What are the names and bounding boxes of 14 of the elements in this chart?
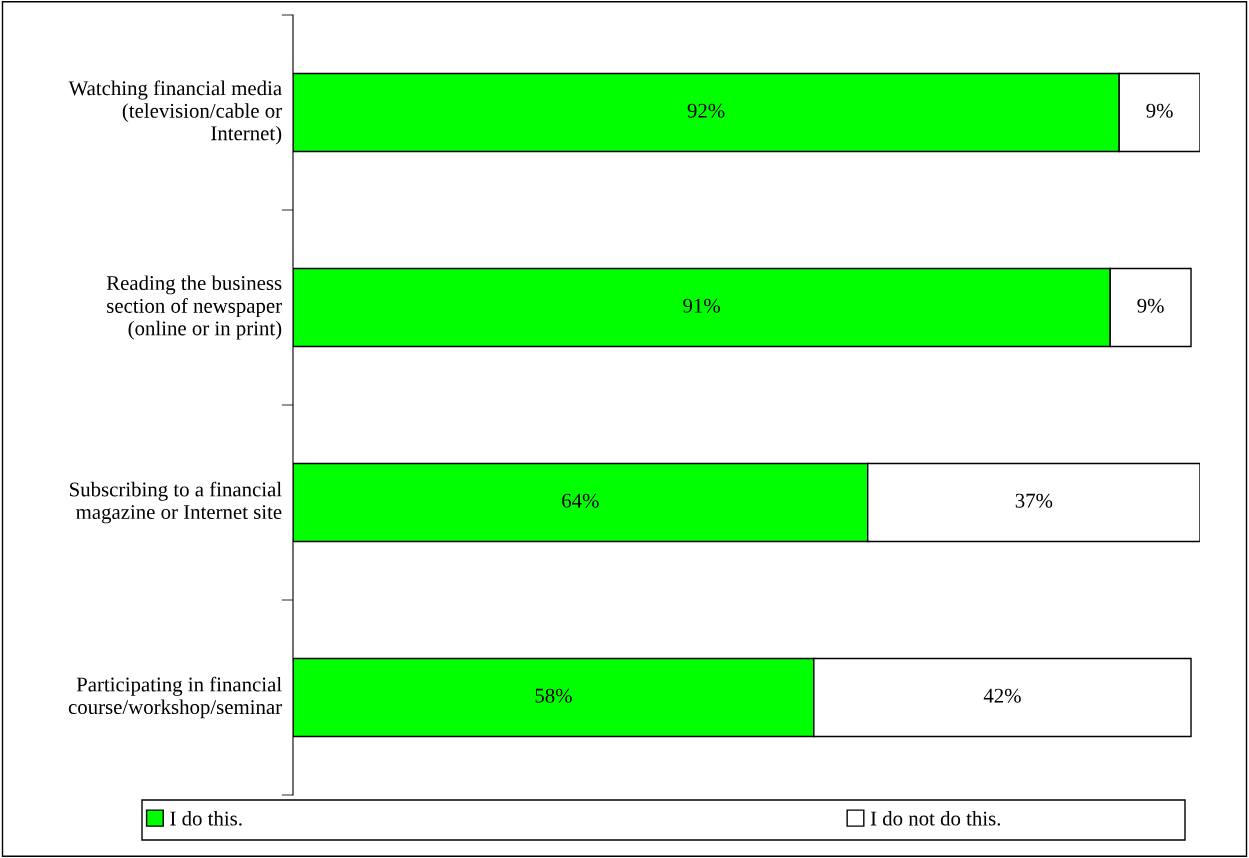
data-label: 92% bbox=[687, 103, 725, 118]
data-label: 64% bbox=[562, 493, 599, 508]
data-label: 9% bbox=[1146, 103, 1173, 118]
y-tick-label: Watching financial media (television/cable or Internet) bbox=[68, 80, 282, 145]
legend-label: I do not do this. bbox=[870, 810, 1001, 826]
data-label: 58% bbox=[535, 688, 572, 703]
y-tick-label: Participating in financial course/workshop/seminar bbox=[68, 676, 282, 719]
data-label: 91% bbox=[683, 298, 720, 313]
legend-label: I do this. bbox=[170, 810, 242, 826]
y-tick-label: Subscribing to a financial magazine or Internet site bbox=[70, 481, 282, 524]
data-label: 42% bbox=[983, 688, 1021, 703]
data-label: 9% bbox=[1137, 298, 1164, 313]
data-label: 37% bbox=[1015, 493, 1053, 508]
y-tick-label: Reading the business section of newspaper (online or in print) bbox=[106, 275, 282, 340]
